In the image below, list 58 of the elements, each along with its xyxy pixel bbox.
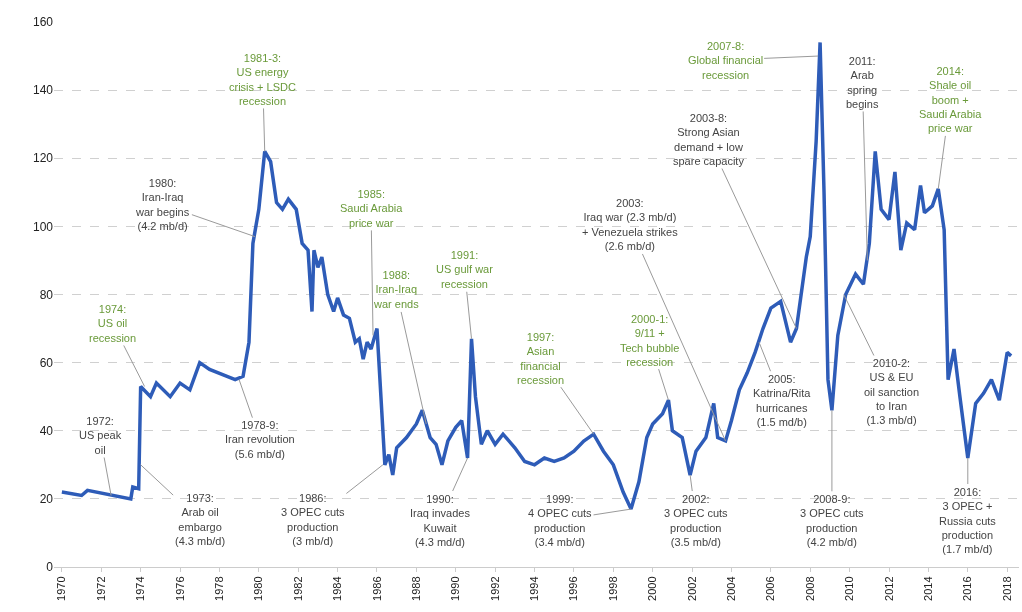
x-tick-label: 1974 [134, 576, 147, 601]
x-tick-label: 1996 [567, 576, 580, 601]
x-tick-label: 1984 [331, 576, 344, 601]
annotation: 2016: 3 OPEC + Russia cuts production (1.7 mb/d) [939, 486, 997, 556]
y-tick-label: 100 [32, 219, 54, 234]
annotation: 1985: Saudi Arabia price war [340, 188, 404, 229]
x-tick-label: 1992 [488, 576, 501, 601]
annotation: 2000-1: 9/11 + Tech bubble recession [620, 313, 680, 368]
annotation: 1973: Arab oil embargo (4.3 mb/d) [175, 492, 226, 547]
annotation: 1988: Iran-Iraq war ends [373, 269, 420, 310]
x-tick-label: 1994 [528, 576, 541, 601]
x-tick-label: 2010 [843, 576, 856, 601]
annotation: 2003-8: Strong Asian demand + low spare capacity [673, 112, 745, 167]
x-tick-label: 2014 [921, 576, 934, 601]
annotation: 2010-2: US & EU oil sanction to Iran (1.3 mb/d) [864, 357, 920, 427]
x-tick-label: 2000 [646, 576, 659, 601]
x-tick-label: 2006 [764, 576, 777, 601]
annotation: 1986: 3 OPEC cuts production (3 mb/d) [281, 492, 346, 547]
annotation: 1978-9: Iran revolution (5.6 mb/d) [225, 419, 295, 460]
x-tick-label: 2004 [725, 576, 738, 601]
x-tick-label: 1978 [213, 576, 225, 601]
x-tick-label: 1986 [370, 576, 383, 601]
x-tick-label: 1982 [291, 576, 304, 601]
y-tick-label: 40 [39, 423, 54, 438]
annotation: 2005: Katrina/Rita hurricanes (1.5 md/b) [753, 373, 812, 428]
x-tick-label: 1990 [449, 576, 462, 601]
annotation: 1980: Iran-Iraq war begins (4.2 mb/d) [135, 177, 190, 232]
x-tick-label: 2008 [803, 576, 816, 601]
x-tick-label: 2018 [1000, 576, 1013, 601]
x-tick-label: 1972 [94, 576, 107, 601]
annotation: 2014: Shale oil boom + Saudi Arabia price war [919, 65, 983, 135]
x-tick-label: 2002 [685, 576, 698, 601]
annotation: 2011: Arab spring begins [846, 55, 879, 110]
annotation: 1981-3: US energy crisis + LSDC recession [229, 52, 296, 107]
x-tick-label: 1988 [409, 576, 422, 601]
y-tick-label: 0 [46, 560, 54, 575]
annotation: 2002: 3 OPEC cuts production (3.5 mb/d) [664, 493, 729, 548]
y-tick-label: 20 [39, 492, 54, 507]
annotation: 1991: US gulf war recession [436, 249, 494, 290]
x-tick-label: 1976 [173, 576, 186, 601]
annotation: 1999: 4 OPEC cuts production (3.4 mb/d) [528, 493, 593, 548]
annotation: 1974: US oil recession [89, 303, 137, 344]
x-tick-label: 1970 [55, 576, 68, 601]
annotation: 1990: Iraq invades Kuwait (4.3 md/d) [410, 493, 471, 548]
x-tick-label: 2012 [882, 576, 895, 601]
annotation: 2003: Iraq war (2.3 mb/d) + Venezuela strikes (2.6 mb/d) [582, 197, 679, 252]
y-tick-label: 140 [32, 83, 54, 98]
annotation: 2007-8: Global financial recession [688, 40, 764, 81]
annotation: 1997: Asian financial recession [517, 331, 565, 386]
y-tick-label: 60 [39, 355, 54, 370]
x-tick-label: 1980 [252, 576, 265, 601]
y-tick-label: 160 [32, 15, 54, 30]
y-tick-label: 120 [32, 151, 54, 166]
annotation: 1972: US peak oil [79, 415, 122, 456]
annotation: 2008-9: 3 OPEC cuts production (4.2 mb/d) [800, 493, 865, 548]
x-tick-label: 2016 [961, 576, 974, 601]
y-tick-label: 80 [39, 287, 54, 302]
x-tick-label: 1998 [606, 576, 619, 601]
